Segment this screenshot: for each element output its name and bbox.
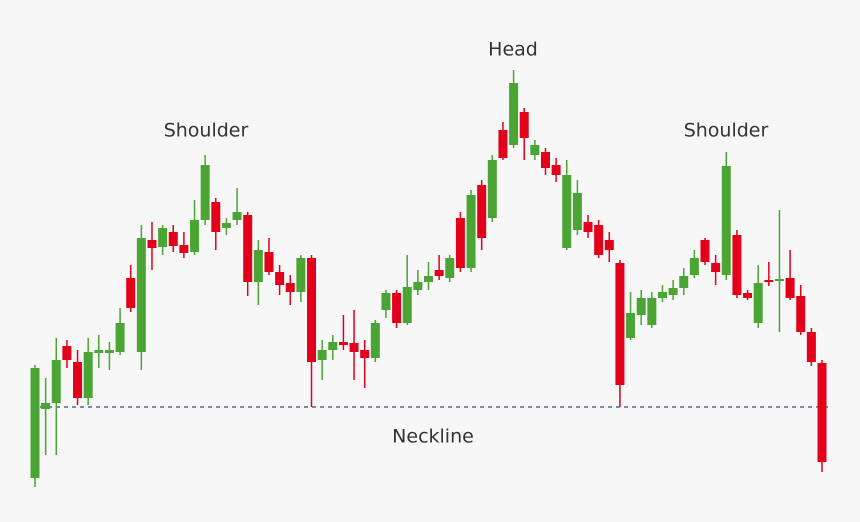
candle-body — [477, 185, 487, 238]
candle-body — [732, 235, 742, 295]
candle-body — [221, 223, 231, 228]
candle-body — [285, 283, 295, 292]
candle-body — [445, 258, 455, 278]
candle-body — [392, 293, 402, 323]
candle-body — [168, 232, 178, 246]
candle-body — [275, 272, 285, 285]
candle-body — [30, 368, 40, 478]
candle-body — [328, 342, 338, 350]
candle-body — [147, 240, 157, 248]
candle-body — [211, 202, 221, 232]
candle-body — [307, 258, 317, 362]
candle-body — [434, 270, 444, 276]
candle-body — [817, 363, 827, 462]
candle-body — [349, 343, 359, 352]
candle-body — [806, 332, 816, 362]
candle-body — [296, 258, 306, 292]
candle-body — [370, 323, 380, 358]
candle-body — [136, 238, 146, 352]
candle-body — [636, 298, 646, 315]
candle-body — [647, 298, 657, 325]
candle-body — [764, 280, 774, 282]
candle-body — [530, 145, 540, 155]
candle-body — [264, 252, 274, 272]
candle-body — [73, 362, 83, 398]
candle-body — [679, 276, 689, 288]
candle-body — [381, 293, 391, 310]
candle-body — [455, 218, 465, 268]
candle-body — [360, 350, 370, 358]
candle-body — [721, 166, 731, 275]
candle-body — [519, 112, 529, 138]
candle-body — [402, 287, 412, 323]
candle-body — [626, 313, 636, 338]
candle-body — [158, 228, 168, 247]
candle-body — [509, 83, 519, 145]
candle-body — [583, 222, 593, 232]
candle-body — [466, 195, 476, 268]
candle-body — [126, 278, 136, 308]
candle-body — [104, 350, 114, 353]
candle-body — [615, 263, 625, 385]
candle-body — [551, 165, 561, 175]
candle-body — [317, 350, 327, 360]
candle-body — [700, 240, 710, 262]
candle-body — [51, 360, 61, 403]
candle-body — [604, 240, 614, 250]
candle-body — [94, 350, 104, 353]
candle-body — [179, 245, 189, 253]
candle-body — [338, 342, 348, 345]
candle-body — [62, 346, 72, 360]
candle-body — [711, 263, 721, 272]
candle-body — [253, 250, 263, 282]
annotation: Head — [488, 39, 538, 61]
candle-body — [796, 296, 806, 332]
candle-body — [743, 293, 753, 298]
candle-body — [668, 288, 678, 295]
candle-body — [572, 193, 582, 230]
candle-body — [657, 292, 667, 298]
candle-body — [83, 352, 93, 398]
neckline-label: Neckline — [392, 426, 474, 448]
candle-body — [190, 220, 200, 252]
candle-body — [689, 258, 699, 275]
candle-body — [413, 282, 423, 290]
candle-body — [774, 279, 784, 281]
candle-body — [243, 215, 253, 282]
candle-body — [562, 175, 572, 248]
candle-body — [487, 160, 497, 218]
candle-body — [115, 323, 125, 352]
annotation: Shoulder — [684, 120, 769, 142]
candle-body — [753, 283, 763, 323]
candle-body — [540, 152, 550, 168]
candle-body — [785, 278, 795, 298]
candle-body — [594, 225, 604, 255]
candle-body — [424, 276, 433, 282]
candle-body — [41, 403, 51, 409]
candle-body — [498, 130, 508, 158]
annotation: Shoulder — [164, 120, 249, 142]
candle-body — [200, 165, 210, 220]
candle-body — [232, 212, 242, 220]
